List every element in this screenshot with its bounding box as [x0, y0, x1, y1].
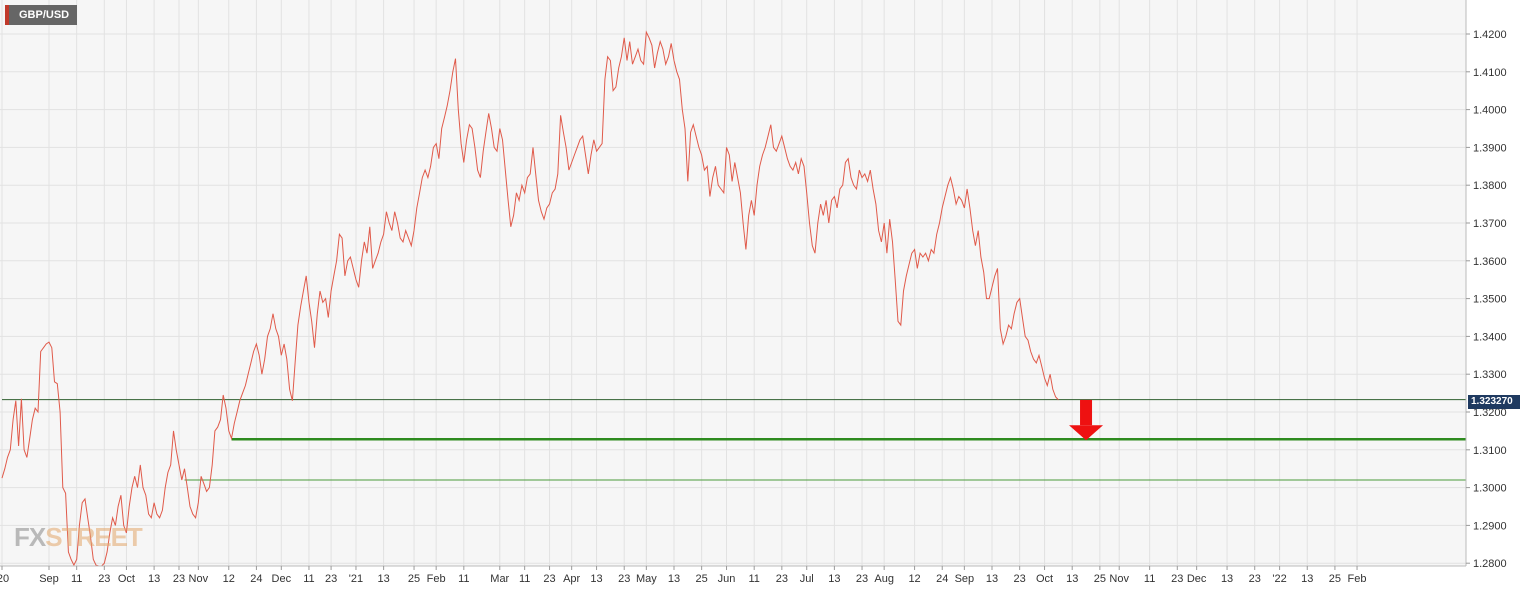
arrow-shaft [1080, 399, 1093, 426]
x-tick-label: Nov [189, 573, 209, 585]
x-tick-label: Dec [272, 573, 292, 585]
x-tick-label: Sep [955, 573, 975, 585]
x-tick-label: 13 [1221, 573, 1233, 585]
plot-area [0, 0, 1466, 566]
x-tick-label: Aug [874, 573, 894, 585]
x-tick-label: 13 [148, 573, 160, 585]
x-tick-label: Sep [39, 573, 59, 585]
x-tick-label: Dec [1187, 573, 1207, 585]
current-price-badge: 1.323270 [1468, 395, 1520, 409]
y-tick-label: 1.3300 [1473, 369, 1507, 381]
x-tick-label: Oct [118, 573, 135, 585]
y-tick-label: 1.3900 [1473, 142, 1507, 154]
x-tick-label: 12 [908, 573, 920, 585]
x-tick-label: 24 [250, 573, 262, 585]
x-tick-label: 23 [856, 573, 868, 585]
gbpusd-price-line [1, 30, 1059, 567]
x-tick-label: Nov [1109, 573, 1129, 585]
y-tick-label: 1.3600 [1473, 256, 1507, 268]
y-tick-label: 1.4200 [1473, 29, 1507, 41]
x-tick-label: 23 [98, 573, 110, 585]
x-tick-label: 12 [223, 573, 235, 585]
x-tick-label: 24 [936, 573, 948, 585]
symbol-label: GBP/USD [19, 9, 70, 21]
x-tick-label: 13 [828, 573, 840, 585]
x-tick-label: 23 [173, 573, 185, 585]
x-tick-label: Jun [718, 573, 736, 585]
x-tick-label: Jul [800, 573, 814, 585]
x-tick-label: May [636, 573, 657, 585]
x-tick-label: 23 [618, 573, 630, 585]
fxstreet-watermark-logo: FXSTREET [14, 522, 143, 553]
current-price-label: 1.323270 [1471, 396, 1513, 407]
x-tick-label: 25 [696, 573, 708, 585]
x-tick-label: 11 [1144, 573, 1155, 585]
x-tick-label: Feb [1348, 573, 1367, 585]
x-tick-label: 23 [543, 573, 555, 585]
y-tick-label: 1.3100 [1473, 445, 1507, 457]
x-tick-label: 13 [377, 573, 389, 585]
grid-lines [0, 0, 1466, 566]
x-tick-label: 23 [1014, 573, 1026, 585]
x-tick-label: 23 [1171, 573, 1183, 585]
x-tick-label: 25 [408, 573, 420, 585]
x-tick-label: 11 [748, 573, 759, 585]
x-tick-label: 23 [776, 573, 788, 585]
x-tick-label: '21 [349, 573, 363, 585]
x-tick-label: Apr [563, 573, 580, 585]
x-tick-label: Mar [490, 573, 509, 585]
x-tick-label: Oct [1036, 573, 1053, 585]
arrow-head [1069, 425, 1104, 441]
x-tick-label: 23 [325, 573, 337, 585]
watermark-street: STREET [45, 522, 143, 552]
x-tick-label: 13 [590, 573, 602, 585]
x-tick-label: 23 [1249, 573, 1261, 585]
y-tick-label: 1.4000 [1473, 105, 1507, 117]
x-tick-label: 11 [303, 573, 314, 585]
x-tick-label: '20 [0, 573, 9, 585]
x-tick-label: 13 [1301, 573, 1313, 585]
y-tick-label: 1.4100 [1473, 67, 1507, 79]
level-lines [2, 399, 1466, 481]
y-tick-label: 1.3700 [1473, 218, 1507, 230]
y-tick-label: 1.2800 [1473, 558, 1507, 570]
down-arrow-icon [1069, 399, 1104, 441]
x-tick-label: 11 [519, 573, 530, 585]
x-tick-label: '22 [1272, 573, 1286, 585]
y-tick-label: 1.2900 [1473, 520, 1507, 532]
x-tick-label: 13 [986, 573, 998, 585]
x-tick-label: 13 [668, 573, 680, 585]
x-tick-label: 25 [1094, 573, 1106, 585]
y-tick-label: 1.3400 [1473, 331, 1507, 343]
y-tick-label: 1.3000 [1473, 483, 1507, 495]
x-tick-label: 11 [71, 573, 82, 585]
x-tick-label: 13 [1066, 573, 1078, 585]
symbol-badge: GBP/USD [5, 5, 77, 25]
y-axis: 1.4200 1.4100 1.4000 1.3900 1.3800 1.3700 1.36… [1465, 0, 1507, 570]
y-tick-label: 1.3800 [1473, 180, 1507, 192]
y-tick-label: 1.3200 [1473, 407, 1507, 419]
x-tick-label: Feb [427, 573, 446, 585]
x-axis: '20 Sep 11 23 Oct 13 23 Nov 12 24 Dec 11 23 '21 13 25 Fe… [0, 565, 1466, 585]
x-tick-label: 25 [1329, 573, 1341, 585]
y-tick-label: 1.3500 [1473, 294, 1507, 306]
x-tick-label: 11 [458, 573, 469, 585]
watermark-fx: FX [14, 522, 46, 552]
